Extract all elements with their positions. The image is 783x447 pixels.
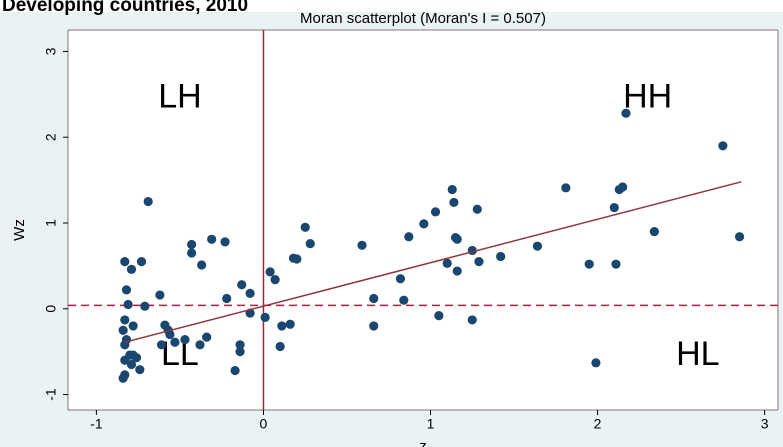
data-point [123,299,133,310]
data-point [734,232,745,242]
data-point [305,238,315,249]
data-point [180,335,190,345]
data-point [404,232,414,242]
data-point [591,358,601,368]
data-point [220,237,230,247]
data-point [118,373,128,383]
quadrant-label: HL [676,335,719,373]
data-point [118,325,128,335]
data-point [202,332,212,342]
quadrant-label: LL [161,335,199,373]
data-point [430,207,441,217]
x-tick-label: 3 [761,416,769,432]
data-point [155,290,165,300]
data-point [120,257,130,267]
data-point [369,293,379,304]
data-point [649,226,659,237]
data-point [452,234,462,244]
data-point [618,182,628,192]
y-axis-label: Wz [11,219,28,241]
data-point [442,258,452,268]
x-tick-label: 0 [260,416,268,432]
data-point [128,350,138,360]
data-point [260,312,270,322]
data-point [230,365,240,376]
data-point [136,257,147,267]
data-point [467,315,477,325]
data-point [395,274,406,284]
data-point [187,239,197,250]
data-point [222,293,232,304]
data-point [245,288,255,298]
data-point [609,202,619,213]
y-tick-label: 0 [43,305,59,313]
data-point [126,359,137,370]
data-point [275,341,285,352]
y-tick-label: -1 [43,388,59,401]
data-point [270,275,280,285]
y-tick-label: 1 [43,219,59,227]
data-point [472,204,482,214]
data-point [419,219,429,229]
header: Developing countries, 2010 [2,0,248,16]
data-point [128,321,138,331]
data-point [140,301,150,311]
data-point [584,259,594,269]
data-point [120,355,130,365]
data-point [434,311,444,321]
data-point [120,315,130,325]
x-tick-label: -1 [90,416,103,432]
data-point [277,321,287,331]
data-point [235,340,245,350]
data-point [561,183,571,193]
data-point [156,340,167,350]
y-tick-label: 3 [43,47,59,55]
data-point [496,251,506,262]
data-point [120,340,130,350]
data-point [449,197,459,208]
data-point [265,267,275,277]
data-point [187,248,197,258]
data-point [197,260,207,270]
data-point [285,319,295,329]
data-point [399,295,409,305]
data-point [611,259,621,269]
x-tick-label: 2 [594,416,602,432]
y-tick-label: 2 [43,133,59,141]
x-axis-label: z [419,438,427,447]
data-point [143,196,153,207]
data-point [165,329,175,340]
x-tick-label: 1 [427,416,435,432]
quadrant-label: HH [623,78,672,116]
data-point [135,365,145,375]
data-point [170,337,180,347]
chart-title: Moran scatterplot (Moran's I = 0.507) [300,10,546,27]
data-point [235,347,245,357]
data-point [447,184,457,195]
data-point [357,240,367,250]
data-point [121,285,132,295]
data-point [300,222,310,232]
data-point [292,254,302,264]
data-point [195,340,205,350]
data-point [474,257,484,267]
data-point [452,266,462,276]
data-point [718,141,728,151]
data-point [126,264,137,274]
data-point [237,280,247,290]
quadrant-label: LH [158,78,201,116]
data-point [621,108,631,118]
data-point [207,234,217,244]
fit-line [124,181,742,343]
data-point [532,241,543,251]
data-point [369,321,379,331]
